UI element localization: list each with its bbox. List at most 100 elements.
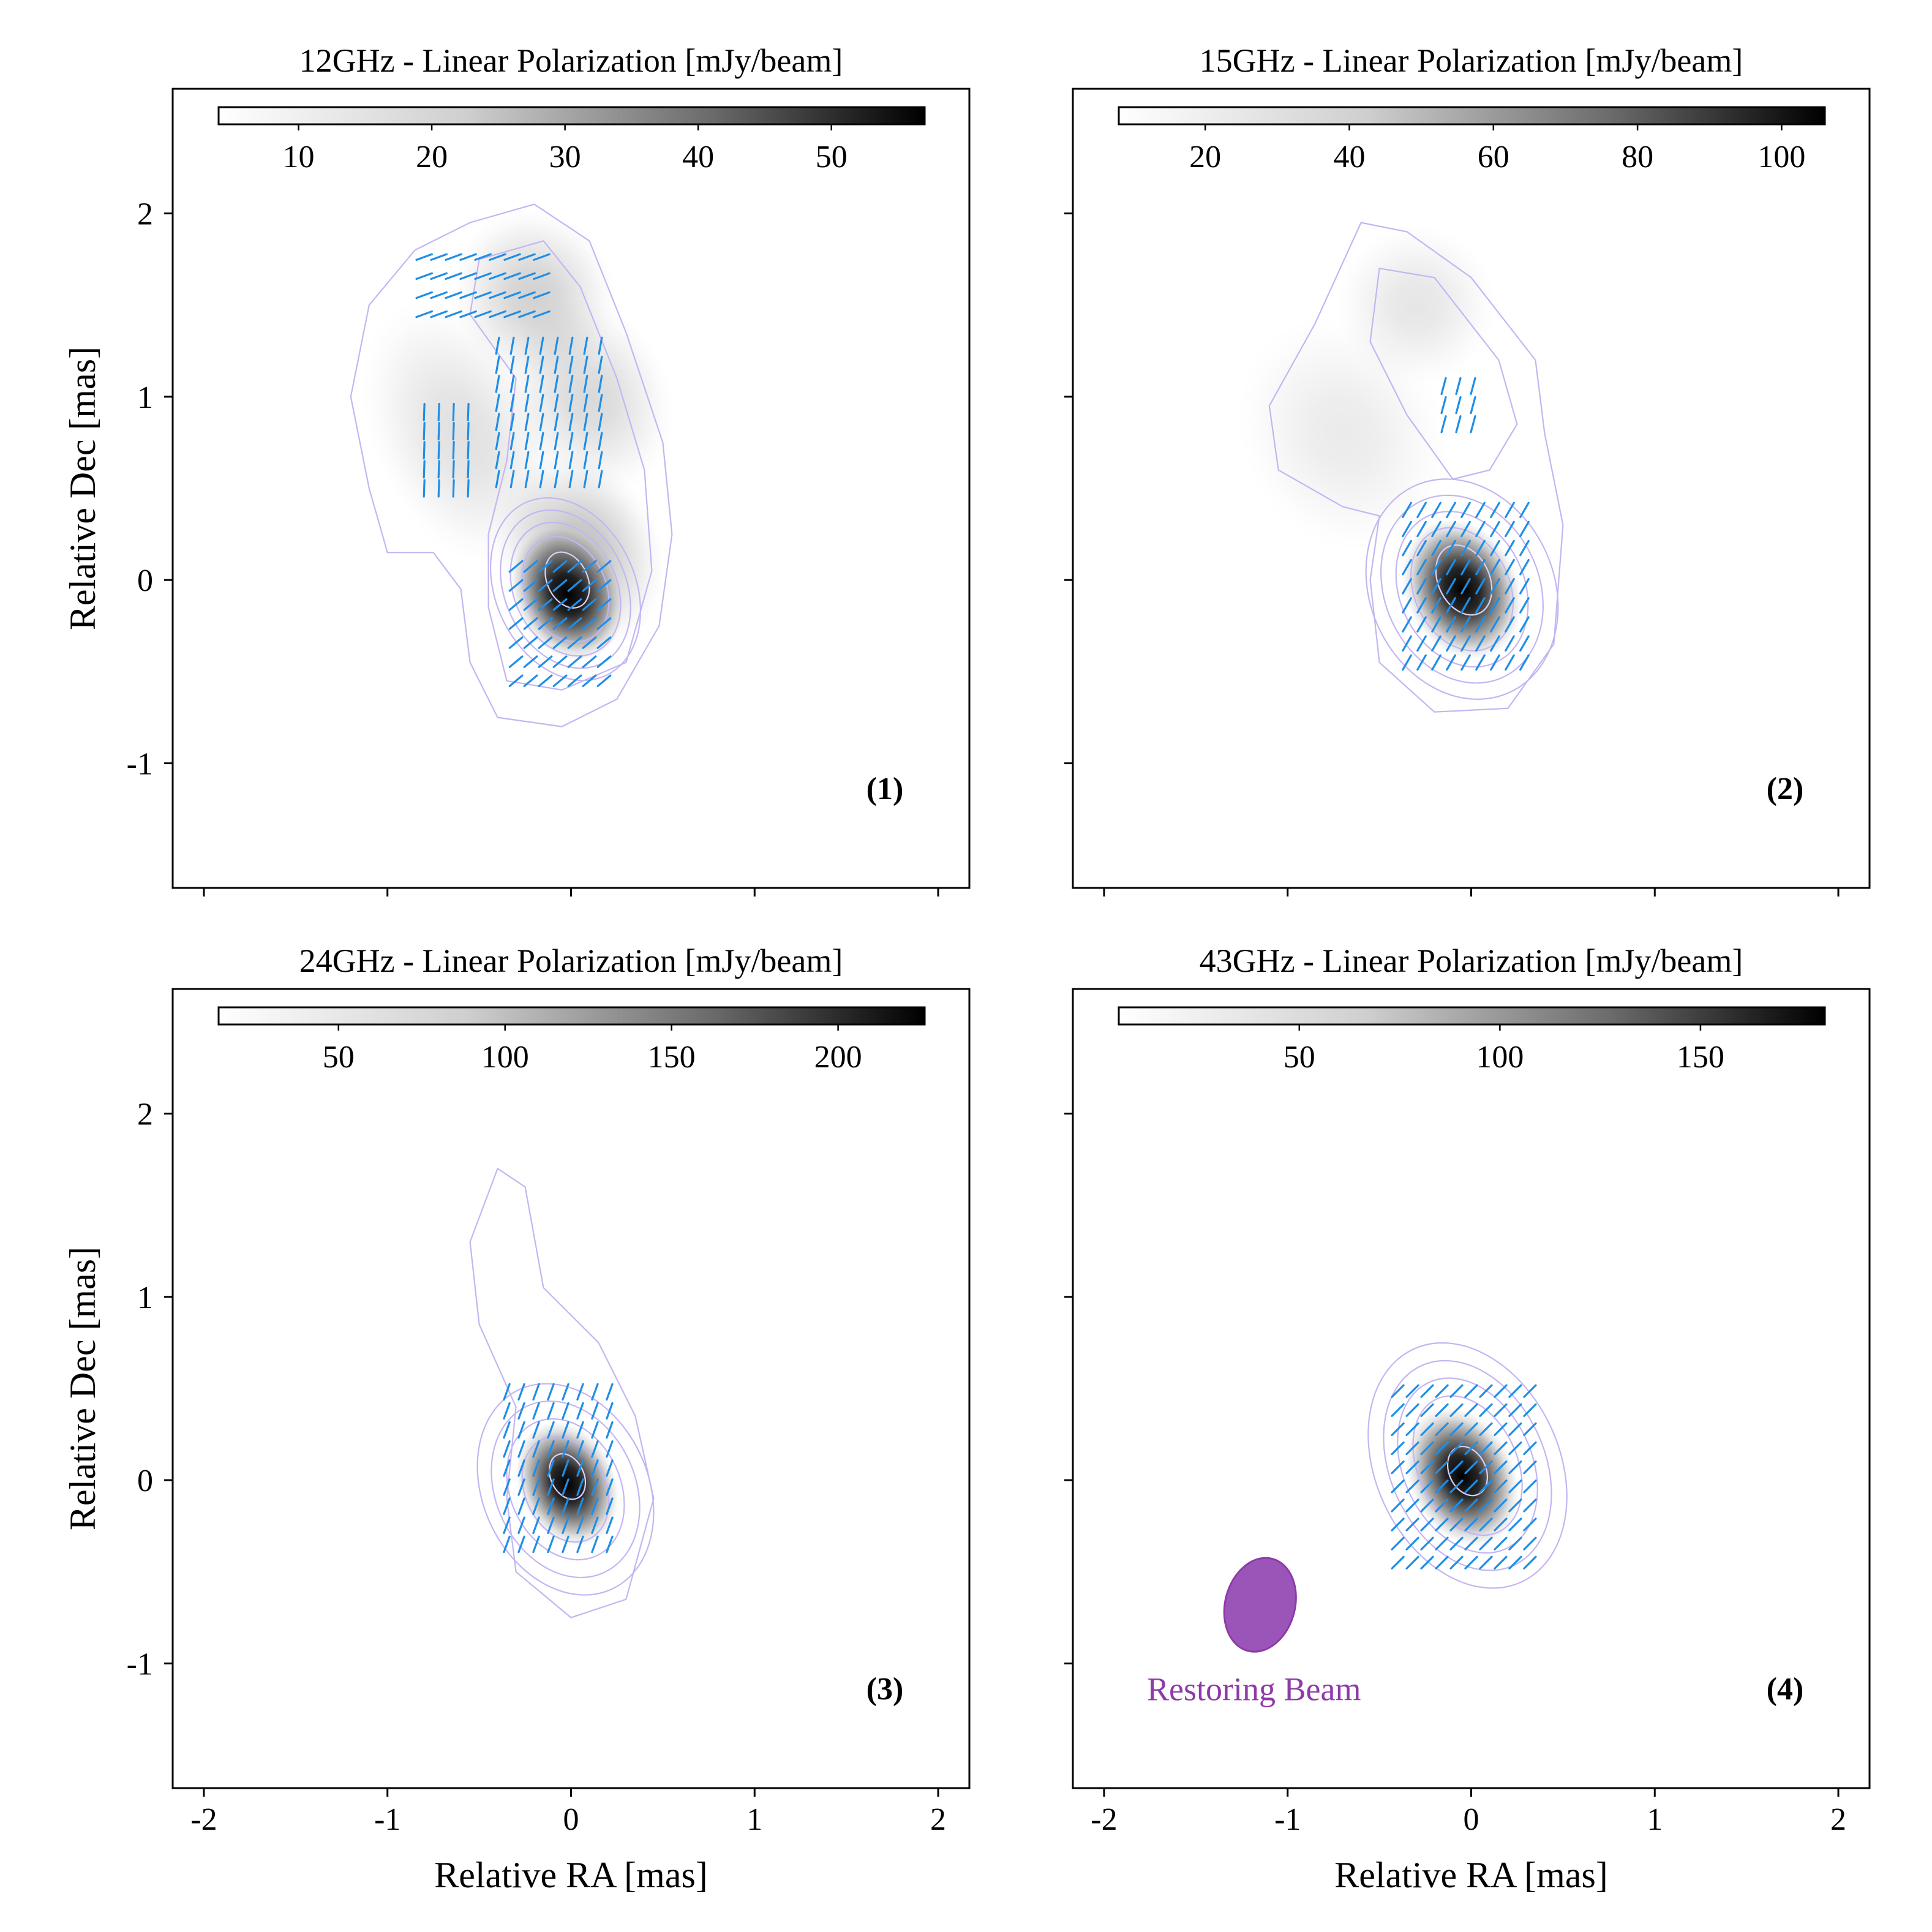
polarization-vector xyxy=(415,272,433,280)
polarization-vector xyxy=(1405,1422,1419,1437)
colorbar-tick-label: 40 xyxy=(682,140,714,175)
polarization-vector xyxy=(1449,1479,1464,1494)
polarization-vector xyxy=(1460,654,1471,671)
polarization-vector xyxy=(508,636,524,649)
polarization-vector xyxy=(576,1402,584,1420)
polarization-vector xyxy=(1402,521,1412,538)
polarization-vector xyxy=(474,310,492,318)
panel-number: (3) xyxy=(866,1672,904,1707)
polarization-vector xyxy=(1490,635,1500,652)
polarization-vector xyxy=(582,579,597,592)
polarization-vector xyxy=(1494,1479,1508,1494)
polarization-vector xyxy=(582,655,597,668)
x-tick-label: -2 xyxy=(190,1802,217,1837)
polarization-vector xyxy=(1505,635,1515,652)
polarization-vector xyxy=(532,1421,540,1439)
y-tick-label: 1 xyxy=(137,380,153,415)
polarization-vector xyxy=(1402,635,1412,652)
panel-title: 15GHz - Linear Polarization [mJy/beam] xyxy=(1200,42,1743,79)
polarization-vector xyxy=(1420,1517,1434,1532)
polarization-vector xyxy=(598,355,603,374)
polarization-vector xyxy=(508,560,524,573)
polarization-vector xyxy=(1402,597,1412,614)
polarization-vector xyxy=(583,451,588,470)
polarization-vector xyxy=(554,470,559,489)
polarization-vector xyxy=(583,355,588,374)
polarization-vector xyxy=(1405,1555,1419,1569)
polarization-vector xyxy=(1446,654,1456,671)
polarization-vector xyxy=(547,1421,555,1439)
y-axis-label: Relative Dec [mas] xyxy=(62,1247,103,1530)
polarization-vector xyxy=(591,1459,599,1477)
polarization-vector xyxy=(1460,635,1471,652)
polarization-vector xyxy=(1505,597,1515,614)
polarization-vector xyxy=(1460,578,1471,595)
y-tick-label: 0 xyxy=(137,563,153,598)
polarization-vector xyxy=(1391,1403,1405,1417)
polarization-vector xyxy=(1405,1403,1419,1417)
polarization-vector xyxy=(1490,539,1500,557)
polarization-vector xyxy=(1494,1384,1508,1398)
polarization-vector xyxy=(539,451,544,470)
polarization-vector xyxy=(1420,1498,1434,1513)
polarization-vector xyxy=(532,1478,540,1496)
polarization-vector xyxy=(1464,1498,1478,1513)
polarization-vector xyxy=(532,1497,540,1515)
polarization-vector xyxy=(1449,1498,1464,1513)
polarization-vector xyxy=(1464,1403,1478,1417)
polarization-vector xyxy=(532,1535,540,1554)
axes-frame xyxy=(1072,988,1871,1789)
polarization-vector xyxy=(1523,1555,1537,1569)
polarization-vector xyxy=(1449,1460,1464,1475)
polarization-vector xyxy=(1391,1441,1405,1456)
polarization-vector xyxy=(1519,558,1530,576)
polarization-vector xyxy=(1460,616,1471,633)
polarization-vector xyxy=(1420,1479,1434,1494)
polarization-vector xyxy=(508,579,524,592)
polarization-vector xyxy=(1446,578,1456,595)
polarization-vector xyxy=(591,1383,599,1401)
polarization-vector xyxy=(445,310,462,318)
polarization-vector xyxy=(1435,1498,1449,1513)
polarization-vector xyxy=(495,394,500,412)
y-tick-label: -1 xyxy=(127,746,153,781)
polarization-vector xyxy=(532,1402,540,1420)
polarization-vector xyxy=(1523,1479,1537,1494)
colorbar-tick-label: 40 xyxy=(1333,140,1365,175)
panel-1: -1 0 1 2 12GHz - Linear Polarization [mJy/be… xyxy=(62,42,971,896)
polarization-vector xyxy=(503,272,521,280)
contour-line xyxy=(469,240,653,691)
polarization-vector xyxy=(518,272,536,280)
polarization-vector xyxy=(562,1421,569,1439)
polarization-vector xyxy=(508,598,524,611)
polarization-vector xyxy=(1391,1498,1405,1513)
polarization-vector xyxy=(474,291,492,299)
polarization-vector xyxy=(430,253,448,261)
polarization-vector xyxy=(1523,1536,1537,1550)
x-tick-label: 0 xyxy=(563,1802,579,1837)
colorbar-tick-label: 50 xyxy=(1284,1040,1315,1075)
polarization-vector xyxy=(1402,654,1412,671)
polarization-vector xyxy=(1416,578,1427,595)
contour-line xyxy=(1380,494,1544,684)
polarization-vector xyxy=(1475,654,1486,671)
polarization-vector xyxy=(533,310,551,318)
polarization-vector xyxy=(606,1516,614,1535)
polarization-vector xyxy=(591,1440,599,1458)
polarization-vector xyxy=(582,636,597,649)
polarization-vector xyxy=(567,674,582,688)
polarization-vector xyxy=(1416,521,1427,538)
polarization-vector xyxy=(1405,1498,1419,1513)
polarization-vector xyxy=(568,451,574,470)
polarization-vector xyxy=(1420,1384,1434,1398)
polarization-vector xyxy=(503,1402,511,1420)
polarization-vector xyxy=(1431,539,1441,557)
polarization-vector xyxy=(1464,1555,1478,1569)
colorbar-tick-label: 10 xyxy=(283,140,315,175)
polarization-vector xyxy=(508,617,524,630)
polarization-vector xyxy=(1494,1498,1508,1513)
polarization-vector xyxy=(1508,1498,1522,1513)
polarization-vector xyxy=(598,394,603,412)
polarization-vector xyxy=(1460,502,1471,519)
